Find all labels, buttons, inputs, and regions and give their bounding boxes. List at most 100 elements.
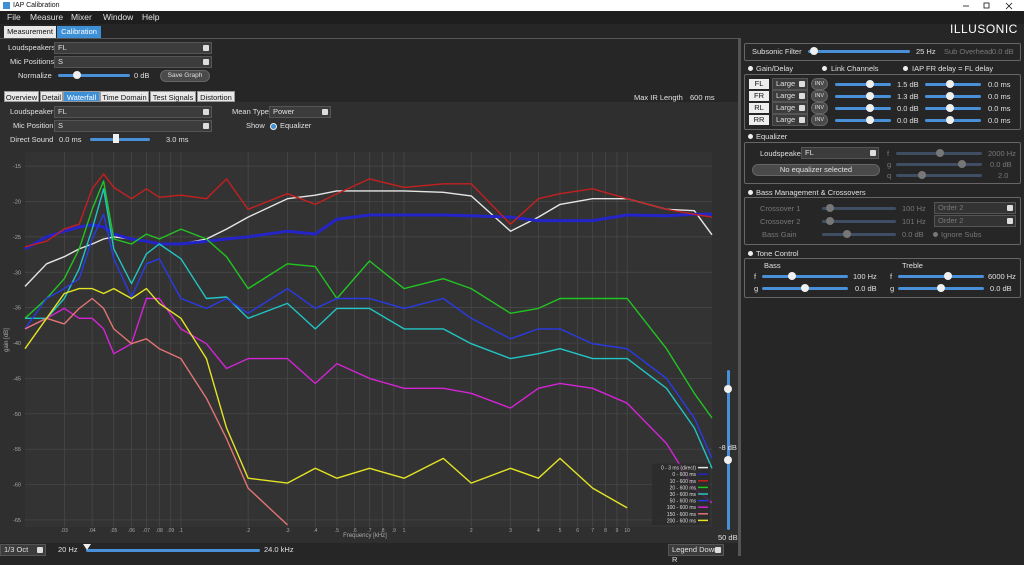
slider-knob[interactable] — [937, 284, 945, 292]
radio[interactable] — [748, 66, 753, 71]
tab[interactable]: Measurement — [4, 26, 56, 38]
dropdown[interactable]: FL — [54, 106, 212, 118]
button[interactable]: No equalizer selected — [752, 164, 880, 176]
slider[interactable] — [835, 107, 891, 110]
menu-item[interactable]: Window — [103, 12, 134, 22]
slider[interactable] — [835, 83, 891, 86]
value: 2.0 — [998, 171, 1009, 180]
tab[interactable]: Distortion — [197, 91, 235, 102]
channel-name[interactable]: FL — [749, 79, 769, 89]
group-box — [744, 258, 1021, 298]
slider-knob[interactable] — [946, 104, 954, 112]
value: 100 Hz — [902, 204, 926, 213]
radio[interactable] — [748, 134, 753, 139]
slider-knob[interactable] — [944, 272, 952, 280]
slider-knob[interactable] — [866, 116, 874, 124]
group-box — [744, 74, 1021, 130]
slider[interactable] — [762, 275, 848, 278]
dropdown[interactable]: FL — [54, 42, 212, 54]
dropdown[interactable]: Power — [269, 106, 331, 118]
dropdown[interactable]: Large — [772, 90, 808, 102]
slider[interactable] — [808, 50, 910, 53]
button[interactable]: INV — [811, 114, 828, 126]
radio[interactable] — [748, 190, 753, 195]
range-slider[interactable] — [90, 138, 150, 141]
channel-name[interactable]: RL — [749, 103, 769, 113]
range-slider[interactable] — [86, 549, 260, 552]
dropdown[interactable]: 1/3 Oct — [0, 544, 46, 556]
radio[interactable] — [903, 66, 908, 71]
dropdown[interactable]: Large — [772, 114, 808, 126]
slider-knob[interactable] — [866, 80, 874, 88]
menu-item[interactable]: Help — [142, 12, 160, 22]
dropdown[interactable]: S — [54, 120, 212, 132]
button[interactable]: Save Graph — [160, 70, 210, 82]
tab[interactable]: Overview — [4, 91, 39, 102]
radio[interactable] — [748, 251, 753, 256]
value: 20 Hz — [58, 545, 78, 554]
checkbox[interactable] — [270, 123, 277, 130]
slider-knob[interactable] — [946, 80, 954, 88]
tab[interactable]: Test Signals — [150, 91, 196, 102]
legend-label: 0 - 600 ms — [672, 472, 696, 478]
y-tick-label: -60 — [13, 483, 21, 489]
dropdown[interactable]: S — [54, 56, 212, 68]
slider[interactable] — [835, 119, 891, 122]
window-controls[interactable] — [960, 0, 1024, 11]
series-line — [24, 297, 713, 504]
menu-item[interactable]: Mixer — [71, 12, 92, 22]
value: 0.0 dB — [897, 116, 919, 125]
button[interactable]: INV — [811, 90, 828, 102]
slider[interactable] — [58, 74, 130, 77]
y-tick-label: -20 — [13, 200, 21, 206]
label: f — [887, 149, 890, 158]
value: 0.0 ms — [988, 92, 1011, 101]
slider-knob[interactable] — [113, 134, 119, 143]
legend-label: 100 - 600 ms — [667, 505, 697, 511]
tab[interactable]: Detail — [40, 91, 63, 102]
tab[interactable]: Time Domain — [100, 91, 149, 102]
x-axis-title: Frequency [kHz] — [343, 533, 387, 539]
menu-item[interactable]: Measure — [30, 12, 64, 22]
slider-knob[interactable] — [724, 385, 732, 393]
series-line — [24, 213, 713, 459]
slider-knob[interactable] — [866, 92, 874, 100]
slider-knob[interactable] — [73, 71, 81, 79]
group-box — [744, 142, 1021, 184]
slider-knob[interactable] — [946, 92, 954, 100]
label: Crossover 2 — [760, 217, 801, 226]
button[interactable]: INV — [811, 102, 828, 114]
series-line — [24, 173, 713, 248]
group-box — [744, 43, 1021, 61]
radio[interactable] — [822, 66, 827, 71]
vertical-slider[interactable] — [727, 370, 730, 530]
slider — [896, 163, 982, 166]
tab-active[interactable]: Calibration — [57, 26, 101, 38]
tab-active[interactable]: Waterfall — [63, 91, 100, 102]
slider-knob[interactable] — [83, 544, 91, 550]
splitter[interactable] — [738, 38, 741, 556]
y-tick-label: -55 — [13, 447, 21, 453]
value: 1.3 dB — [897, 92, 919, 101]
dropdown[interactable]: Legend Down R — [668, 544, 724, 564]
waterfall-chart: Frequency [kHz] gain [dB] -15 -20 -25 -30 -3… — [4, 152, 713, 539]
x-tick-label: 6 — [576, 528, 579, 534]
dropdown[interactable]: Large — [772, 78, 808, 90]
label: Crossover 1 — [760, 204, 801, 213]
slider[interactable] — [835, 95, 891, 98]
dropdown[interactable]: Large — [772, 102, 808, 114]
menu-item[interactable]: File — [7, 12, 21, 22]
slider-knob[interactable] — [866, 104, 874, 112]
slider-knob[interactable] — [946, 116, 954, 124]
slider-knob[interactable] — [724, 456, 732, 464]
dropdown[interactable]: FL — [801, 147, 879, 159]
slider-knob[interactable] — [788, 272, 796, 280]
slider[interactable] — [898, 275, 984, 278]
slider-knob[interactable] — [801, 284, 809, 292]
channel-name[interactable]: FR — [749, 91, 769, 101]
slider-knob[interactable] — [810, 47, 818, 55]
channel-name[interactable]: RR — [749, 115, 769, 125]
value: 0.0 ms — [59, 135, 82, 144]
button[interactable]: INV — [811, 78, 828, 90]
value: 0.0 dB — [990, 284, 1012, 293]
